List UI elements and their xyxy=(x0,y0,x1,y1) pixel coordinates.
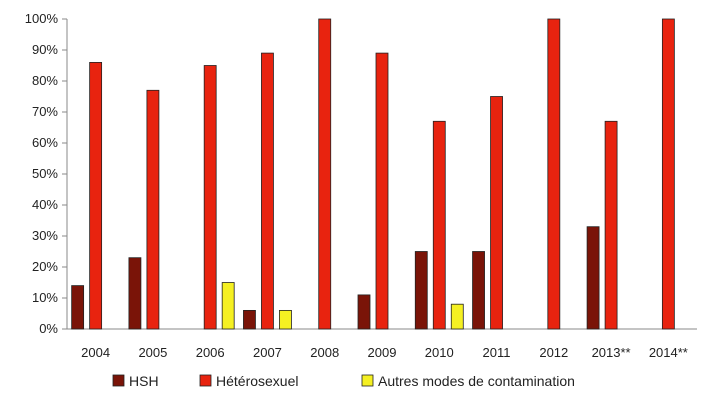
x-tick-label: 2014** xyxy=(649,345,688,360)
x-tick-label: 2011 xyxy=(483,345,511,360)
bar-hsh-2013 xyxy=(586,226,600,330)
bar-h-t-rosexuel-2013 xyxy=(604,120,618,330)
bar-h-t-rosexuel-2010 xyxy=(432,120,446,330)
legend-label: Autres modes de contamination xyxy=(378,373,575,389)
bar-h-t-rosexuel-2011 xyxy=(490,96,503,330)
bar-hsh-2010 xyxy=(414,251,428,330)
bar-h-t-rosexuel-2008 xyxy=(318,18,332,330)
legend-label: HSH xyxy=(129,373,159,389)
y-axis-ticks: 0% 10% 20% 30% 40% 50% 60% 70% 80% 90% 100% xyxy=(25,11,67,336)
bar-autres-modes-de-contamination-2006 xyxy=(221,282,235,330)
x-tick-label: 2007 xyxy=(253,345,282,360)
y-tick-label: 30% xyxy=(32,228,58,243)
x-tick-label: 2006 xyxy=(196,345,225,360)
x-tick-label: 2010 xyxy=(425,345,454,360)
bar-hsh-2004 xyxy=(71,285,85,330)
x-tick-label: 2004 xyxy=(81,345,110,360)
y-tick-label: 80% xyxy=(32,73,58,88)
y-tick-label: 100% xyxy=(25,11,59,26)
y-tick-label: 90% xyxy=(32,42,58,57)
y-tick-label: 10% xyxy=(32,290,58,305)
x-tick-label: 2012 xyxy=(539,345,568,360)
bar-autres-modes-de-contamination-2007 xyxy=(279,309,292,330)
legend-swatch xyxy=(199,374,212,387)
bar-h-t-rosexuel-2006 xyxy=(203,65,217,330)
bar-hsh-2005 xyxy=(128,257,142,330)
bar-h-t-rosexuel-2012 xyxy=(547,18,561,330)
bar-h-t-rosexuel-2007 xyxy=(261,52,274,330)
legend-swatch xyxy=(361,374,374,387)
bar-h-t-rosexuel-2014 xyxy=(661,18,675,330)
bar-h-t-rosexuel-2005 xyxy=(146,89,160,330)
y-tick-label: 70% xyxy=(32,104,58,119)
bar-hsh-2007 xyxy=(243,309,256,330)
y-tick-label: 50% xyxy=(32,166,58,181)
bar-h-t-rosexuel-2004 xyxy=(89,62,103,330)
y-tick-label: 40% xyxy=(32,197,58,212)
bar-h-t-rosexuel-2009 xyxy=(375,52,389,330)
bar-hsh-2009 xyxy=(357,294,371,330)
y-tick-label: 0% xyxy=(39,321,58,336)
x-tick-label: 2005 xyxy=(138,345,167,360)
bar-autres-modes-de-contamination-2010 xyxy=(450,303,464,330)
x-axis-ticks: 2004 2005 2006 2007 2008 2009 2010 2011 2012 2013… xyxy=(81,345,688,360)
y-tick-label: 60% xyxy=(32,135,58,150)
bars xyxy=(71,18,675,330)
x-tick-label: 2013** xyxy=(592,345,631,360)
y-tick-label: 20% xyxy=(32,259,58,274)
x-tick-label: 2009 xyxy=(368,345,397,360)
legend-swatch xyxy=(112,374,125,387)
x-tick-label: 2008 xyxy=(310,345,339,360)
bar-hsh-2011 xyxy=(472,251,485,330)
legend-label: Hétérosexuel xyxy=(216,373,299,389)
legend: HSH Hétérosexuel Autres modes de contamina… xyxy=(112,373,575,389)
